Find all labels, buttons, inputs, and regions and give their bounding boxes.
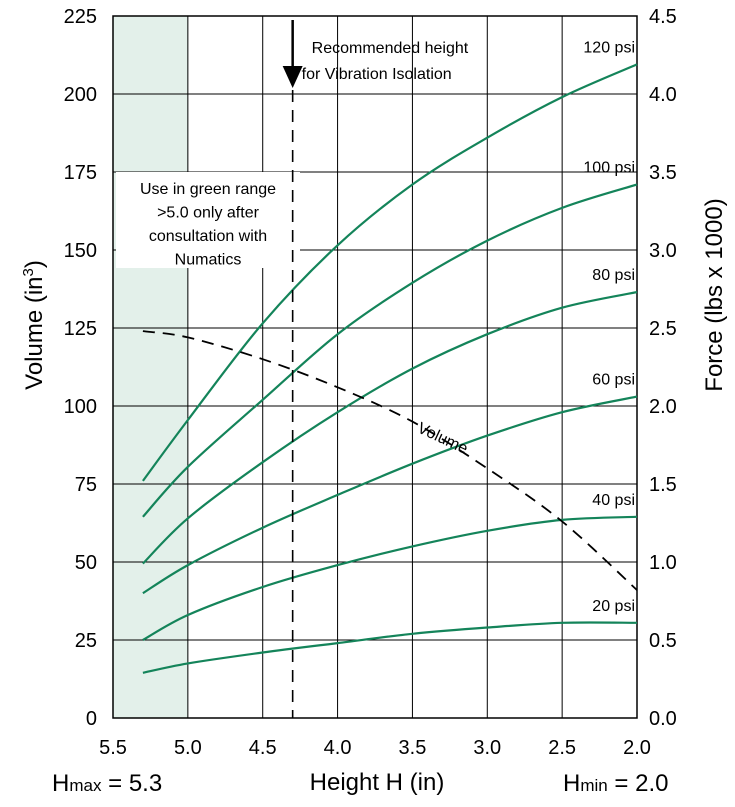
plot-frame (112, 15, 638, 719)
x-tick-label: 3.0 (473, 737, 501, 759)
hmax-label: Hmax = 5.3 (52, 770, 162, 797)
series-line-100-psi (142, 183, 638, 518)
y-right-tick-label: 2.0 (649, 396, 677, 418)
x-tick-label: 2.0 (623, 737, 651, 759)
x-tick-label: 2.5 (548, 737, 576, 759)
y-left-tick-label: 225 (64, 6, 97, 28)
series-line-120-psi (142, 63, 638, 482)
hmax-h: H (52, 770, 69, 797)
note-box: Use in green range >5.0 only after consult… (116, 172, 300, 269)
x-tick-label: 4.5 (249, 737, 277, 759)
y-left-title-end: ) (21, 260, 48, 268)
y-right-tick-label: 2.5 (649, 318, 677, 340)
hmin-h: H (563, 770, 580, 797)
y-left-tick-label: 75 (75, 474, 97, 496)
note-line: Numatics (175, 252, 242, 269)
y-right-tick-label: 4.5 (649, 6, 677, 28)
note-line: consultation with (149, 228, 267, 245)
series-line-60-psi (142, 395, 638, 595)
recommended-label-line1: Recommended height (312, 40, 469, 57)
series-label-100-psi: 100 psi (583, 159, 635, 176)
recommended-height-marker: Recommended height for Vibration Isolatio… (282, 20, 469, 718)
series-line-80-psi (142, 291, 638, 565)
tick-labels: 5.5 5.0 4.5 4.0 3.5 3.0 2.5 2.0 0 25 50 75 100 125 150… (64, 6, 677, 759)
y-left-axis-title: Volume (in3) (20, 260, 48, 390)
y-left-tick-label: 25 (75, 630, 97, 652)
y-left-tick-label: 125 (64, 318, 97, 340)
y-left-tick-label: 200 (64, 84, 97, 106)
green-range-rect (113, 16, 188, 718)
plot-border (112, 15, 638, 719)
y-left-tick-label: 50 (75, 552, 97, 574)
y-right-tick-label: 1.0 (649, 552, 677, 574)
green-range-shading (113, 16, 188, 718)
hmin-label: Hmin = 2.0 (563, 770, 668, 797)
hmax-sub: max (69, 776, 102, 795)
y-right-tick-label: 3.5 (649, 162, 677, 184)
y-left-title-sup: 3 (20, 268, 37, 276)
x-tick-label: 5.5 (99, 737, 127, 759)
recommended-label-line2: for Vibration Isolation (302, 66, 452, 83)
y-right-tick-label: 1.5 (649, 474, 677, 496)
volume-line (142, 330, 638, 591)
series-label-20-psi: 20 psi (592, 598, 635, 615)
y-left-tick-label: 0 (86, 708, 97, 730)
note-background (116, 172, 300, 268)
note-line: Use in green range (140, 181, 276, 198)
y-right-tick-label: 3.0 (649, 240, 677, 262)
x-tick-label: 3.5 (399, 737, 427, 759)
x-tick-label: 5.0 (174, 737, 202, 759)
x-axis-title: Height H (in) (310, 769, 445, 796)
y-left-tick-label: 100 (64, 396, 97, 418)
y-left-title-main: Volume (in (21, 276, 48, 389)
recommended-arrow-head (282, 66, 303, 88)
y-left-tick-label: 175 (64, 162, 97, 184)
y-left-tick-label: 150 (64, 240, 97, 262)
x-tick-label: 4.0 (324, 737, 352, 759)
series-label-120-psi: 120 psi (583, 39, 635, 56)
series-line-40-psi (142, 515, 638, 641)
y-right-axis-title: Force (lbs x 1000) (701, 198, 728, 391)
y-right-tick-label: 4.0 (649, 84, 677, 106)
series-label-60-psi: 60 psi (592, 372, 635, 389)
hmax-value: = 5.3 (101, 770, 162, 797)
y-right-tick-label: 0.0 (649, 708, 677, 730)
note-line: >5.0 only after (157, 205, 260, 222)
series-label-40-psi: 40 psi (592, 492, 635, 509)
hmin-value: = 2.0 (608, 770, 669, 797)
hmin-sub: min (580, 776, 607, 795)
y-right-tick-label: 0.5 (649, 630, 677, 652)
series-label-80-psi: 80 psi (592, 267, 635, 284)
series-line-20-psi (142, 621, 638, 674)
